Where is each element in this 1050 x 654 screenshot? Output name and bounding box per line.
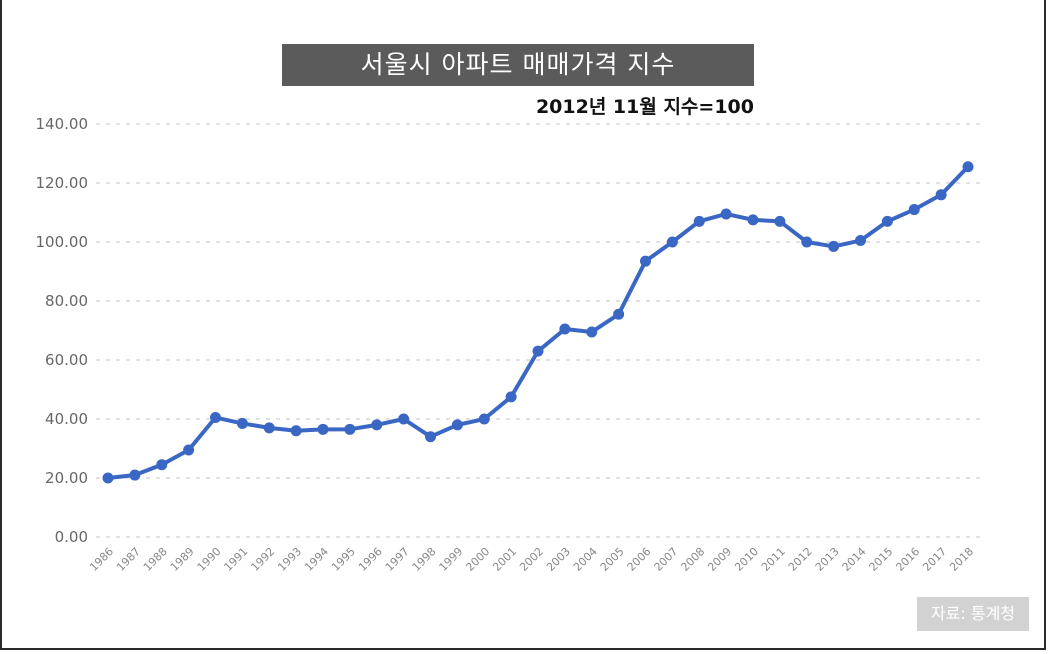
data-point <box>881 215 893 227</box>
data-point <box>613 308 625 320</box>
x-tick-label: 2015 <box>867 545 896 574</box>
x-tick-label: 2016 <box>893 545 922 574</box>
x-tick-label: 1989 <box>168 545 197 574</box>
x-tick-label: 2009 <box>705 545 734 574</box>
data-point <box>371 419 383 431</box>
y-tick-label: 120.00 <box>36 174 89 192</box>
data-point <box>720 208 732 220</box>
data-point <box>774 215 786 227</box>
x-tick-label: 2006 <box>625 545 654 574</box>
x-tick-label: 1990 <box>195 545 224 574</box>
gridlines <box>96 123 985 538</box>
data-point <box>290 425 302 437</box>
data-point <box>559 323 571 335</box>
x-tick-label: 2017 <box>920 545 949 574</box>
data-point <box>693 215 705 227</box>
x-tick-label: 1995 <box>329 545 358 574</box>
data-point <box>183 444 195 456</box>
chart-subtitle: 2012년 11월 지수=100 <box>535 96 754 118</box>
y-tick-label: 80.00 <box>45 292 88 310</box>
y-tick-label: 40.00 <box>45 410 88 428</box>
y-tick-label: 60.00 <box>45 351 88 369</box>
data-point <box>102 472 114 484</box>
data-point <box>263 422 275 434</box>
data-point <box>747 214 759 226</box>
x-tick-label: 2010 <box>732 545 761 574</box>
data-point <box>855 235 866 247</box>
x-tick-label: 2001 <box>490 545 519 574</box>
data-point <box>828 240 840 252</box>
x-tick-label: 1993 <box>275 545 304 574</box>
x-tick-label: 2003 <box>544 545 573 574</box>
y-tick-label: 100.00 <box>36 233 89 251</box>
x-tick-label: 1988 <box>141 545 170 574</box>
x-tick-label: 1997 <box>383 545 412 574</box>
data-point <box>935 189 947 201</box>
x-tick-label: 1987 <box>114 545 143 574</box>
chart-title: 서울시 아파트 매매가격 지수 <box>282 44 754 86</box>
x-tick-label: 2004 <box>571 545 600 574</box>
data-point <box>640 255 651 267</box>
data-point <box>908 204 920 216</box>
x-tick-label: 1998 <box>410 545 439 574</box>
x-tick-label: 2002 <box>517 545 546 574</box>
data-point <box>801 236 813 248</box>
y-tick-label: 0.00 <box>55 528 88 546</box>
x-tick-label: 1991 <box>222 545 251 574</box>
y-tick-label: 20.00 <box>45 469 88 487</box>
data-point <box>156 459 168 471</box>
data-point <box>478 413 490 425</box>
data-point <box>129 469 141 481</box>
data-point <box>962 161 974 173</box>
data-points <box>102 161 974 484</box>
x-axis-ticks: 1986198719881989199019911992199319941995… <box>87 545 976 574</box>
data-point <box>666 236 678 248</box>
y-axis-ticks: 0.00 20.00 40.00 60.00 80.00 100.00 120.00 140.… <box>36 115 89 546</box>
series-line <box>106 164 970 480</box>
x-tick-label: 2012 <box>786 545 815 574</box>
x-tick-label: 1994 <box>302 545 331 574</box>
data-point <box>586 326 598 338</box>
x-tick-label: 2008 <box>678 545 707 574</box>
x-tick-label: 1986 <box>87 545 116 574</box>
data-point <box>505 391 517 403</box>
x-tick-label: 2013 <box>813 545 842 574</box>
x-tick-label: 1996 <box>356 545 385 574</box>
x-tick-label: 2007 <box>652 545 681 574</box>
data-point <box>451 419 463 431</box>
x-tick-label: 2018 <box>947 545 976 574</box>
x-tick-label: 1999 <box>437 545 466 574</box>
y-tick-label: 140.00 <box>36 115 89 133</box>
data-point <box>398 413 410 425</box>
x-tick-label: 1992 <box>248 545 277 574</box>
data-point <box>317 423 329 435</box>
x-tick-label: 2014 <box>840 545 869 574</box>
data-point <box>425 431 436 443</box>
x-tick-label: 2011 <box>759 545 788 574</box>
x-tick-label: 2005 <box>598 545 627 574</box>
data-point <box>236 417 248 429</box>
data-point <box>210 412 221 424</box>
data-point <box>344 423 356 435</box>
source-label: 자료: 통계청 <box>917 597 1029 631</box>
x-tick-label: 2000 <box>463 545 492 574</box>
data-point <box>532 345 544 357</box>
